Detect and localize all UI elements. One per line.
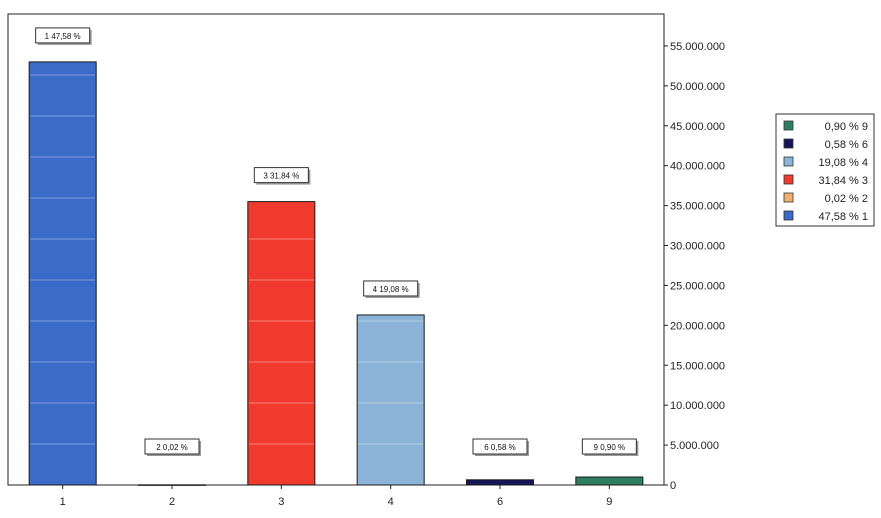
x-axis: 1 2 3 4 6 9 <box>60 485 612 508</box>
data-label-box <box>363 280 419 297</box>
y-tick-label: 20.000.000 <box>670 320 725 332</box>
legend-entry-label: 47,58 % 1 <box>818 211 868 223</box>
legend-entry-label: 0,02 % 2 <box>825 193 868 205</box>
bars-group <box>28 61 644 486</box>
x-tick-label: 4 <box>388 496 394 508</box>
legend-entry-label: 0,90 % 9 <box>825 121 868 133</box>
data-label-6: 6 0,58 % <box>484 443 516 452</box>
data-label-box <box>35 27 91 44</box>
x-tick-label: 1 <box>60 496 66 508</box>
y-tick-label: 25.000.000 <box>670 280 725 292</box>
y-tick-label: 45.000.000 <box>670 121 725 133</box>
legend-swatch <box>783 192 794 203</box>
data-labels-group: 1 47,58 % 2 0,02 % 3 31,84 % 4 19,08 % 6 0,5… <box>35 27 639 456</box>
y-tick-label: 30.000.000 <box>670 241 725 253</box>
data-label-box <box>472 438 528 455</box>
data-label-box <box>144 438 200 455</box>
bar-4 <box>356 314 425 486</box>
legend-frame <box>775 113 875 227</box>
bar-9 <box>575 476 644 486</box>
data-label-box <box>253 167 309 184</box>
y-tick-label: 10.000.000 <box>670 400 725 412</box>
data-label-3: 3 31,84 % <box>263 172 299 181</box>
legend-swatch <box>783 210 794 221</box>
x-tick-label: 9 <box>606 496 612 508</box>
bar-6 <box>466 479 534 486</box>
data-label-4: 4 19,08 % <box>373 285 409 294</box>
legend-entry-label: 19,08 % 4 <box>818 157 868 169</box>
legend-entry-label: 31,84 % 3 <box>818 175 868 187</box>
x-tick-label: 2 <box>169 496 175 508</box>
y-tick-label: 15.000.000 <box>670 360 725 372</box>
legend-swatch <box>783 174 794 185</box>
y-tick-label: 0 <box>670 480 676 492</box>
x-tick-label: 6 <box>497 496 503 508</box>
plot-area <box>7 13 665 486</box>
y-tick-label: 40.000.000 <box>670 161 725 173</box>
y-tick-label: 50.000.000 <box>670 81 725 93</box>
bar-1 <box>28 61 97 486</box>
legend-swatch <box>783 156 794 167</box>
data-label-1: 1 47,58 % <box>45 32 81 41</box>
legend: 0,90 % 9 0,58 % 6 19,08 % 4 31,84 % 3 0,02 %… <box>775 113 875 227</box>
legend-swatch <box>783 120 794 131</box>
data-label-2: 2 0,02 % <box>156 443 188 452</box>
y-axis: 0 5.000.000 10.000.000 15.000.000 20.000.000… <box>664 41 725 492</box>
legend-entry-label: 0,58 % 6 <box>825 139 868 151</box>
bar-3 <box>247 201 316 486</box>
legend-swatch <box>783 138 794 149</box>
x-tick-label: 3 <box>278 496 284 508</box>
data-label-box <box>581 438 637 455</box>
data-label-9: 9 0,90 % <box>594 443 626 452</box>
y-tick-label: 5.000.000 <box>670 440 719 452</box>
y-tick-label: 55.000.000 <box>670 41 725 53</box>
y-tick-label: 35.000.000 <box>670 201 725 213</box>
